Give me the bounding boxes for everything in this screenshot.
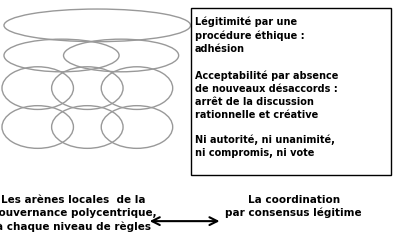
Text: Ni autorité, ni unanimité,
ni compromis, ni vote: Ni autorité, ni unanimité, ni compromis,… [195, 134, 334, 157]
Text: Légitimité par une
procédure éthique :
adhésion: Légitimité par une procédure éthique : a… [195, 16, 304, 54]
Text: La coordination
par consensus légitime: La coordination par consensus légitime [225, 194, 362, 218]
Text: Acceptabilité par absence
de nouveaux désaccords :
arrêt de la discussion
ration: Acceptabilité par absence de nouveaux dé… [195, 70, 338, 120]
Bar [191, 9, 391, 175]
Text: Les arènes locales  de la
gouvernance polycentrique,
à chaque niveau de règles: Les arènes locales de la gouvernance pol… [0, 194, 156, 231]
